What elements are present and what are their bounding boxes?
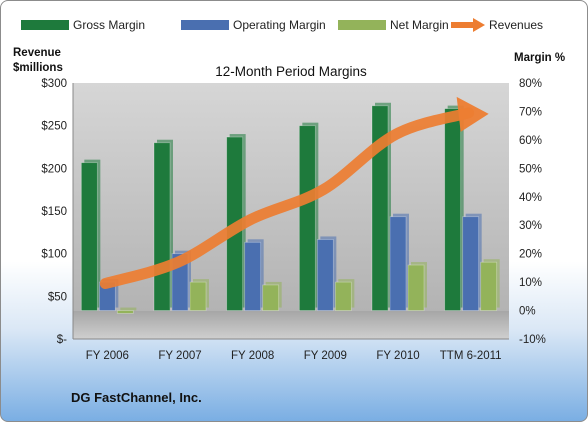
y-right-tick: 30% bbox=[519, 220, 542, 232]
bar-operating-margin bbox=[244, 241, 262, 311]
legend-label-0: Gross Margin bbox=[73, 18, 145, 32]
x-tick-label: FY 2007 bbox=[158, 350, 201, 362]
x-tick-label: FY 2008 bbox=[231, 350, 274, 362]
bar-net-margin bbox=[116, 310, 134, 314]
company-name: DG FastChannel, Inc. bbox=[71, 390, 202, 405]
legend-label-2: Net Margin bbox=[390, 18, 449, 32]
bar-net-margin bbox=[189, 281, 207, 311]
bar-shade bbox=[120, 307, 137, 311]
y-right-tick: -10% bbox=[519, 334, 546, 346]
y-right-tick: 50% bbox=[519, 163, 542, 175]
x-tick-label: FY 2009 bbox=[304, 350, 347, 362]
y-right-label: Margin % bbox=[514, 52, 565, 64]
y-right-tick: 70% bbox=[519, 106, 542, 118]
legend-swatch-0 bbox=[21, 20, 69, 30]
y-left-tick: $300 bbox=[41, 78, 67, 90]
y-left-tick: $100 bbox=[41, 249, 67, 261]
bar-net-margin bbox=[480, 261, 498, 311]
x-tick-label: FY 2006 bbox=[86, 350, 129, 362]
legend-swatch-1 bbox=[181, 20, 229, 30]
y-right-tick: 40% bbox=[519, 192, 542, 204]
bar-gross-margin bbox=[371, 105, 389, 311]
y-left-tick: $150 bbox=[41, 206, 67, 218]
y-left-label-line2: $millions bbox=[13, 62, 63, 74]
y-right-tick: 0% bbox=[519, 306, 536, 318]
y-left-tick: $50 bbox=[48, 291, 67, 303]
bar-operating-margin bbox=[462, 216, 480, 311]
y-left-tick: $200 bbox=[41, 163, 67, 175]
bar-gross-margin bbox=[153, 142, 171, 311]
plot-floor bbox=[73, 311, 509, 339]
bar-net-margin bbox=[262, 284, 280, 311]
y-left-label-line1: Revenue bbox=[13, 47, 61, 59]
y-left-tick: $- bbox=[57, 334, 67, 346]
bar-gross-margin bbox=[444, 108, 462, 311]
y-right-tick: 60% bbox=[519, 135, 542, 147]
x-tick-label: FY 2010 bbox=[376, 350, 419, 362]
y-left-tick: $250 bbox=[41, 121, 67, 133]
y-right-tick: 20% bbox=[519, 249, 542, 261]
legend-label-3: Revenues bbox=[489, 18, 543, 32]
bar-net-margin bbox=[407, 264, 425, 311]
bar-gross-margin bbox=[80, 162, 98, 311]
bar-operating-margin bbox=[316, 239, 334, 311]
bar-operating-margin bbox=[389, 216, 407, 311]
x-tick-label: TTM 6-2011 bbox=[440, 350, 502, 362]
chart-title: 12-Month Period Margins bbox=[215, 64, 367, 79]
revenue-line bbox=[99, 107, 475, 290]
legend-swatch-2 bbox=[338, 20, 386, 30]
y-right-tick: 80% bbox=[519, 78, 542, 90]
y-right-tick: 10% bbox=[519, 277, 542, 289]
legend-label-1: Operating Margin bbox=[233, 18, 326, 32]
bar-net-margin bbox=[334, 281, 352, 311]
revenue-arrow-head bbox=[456, 96, 489, 132]
legend-arrow-head bbox=[473, 18, 485, 32]
bar-gross-margin bbox=[298, 125, 316, 311]
